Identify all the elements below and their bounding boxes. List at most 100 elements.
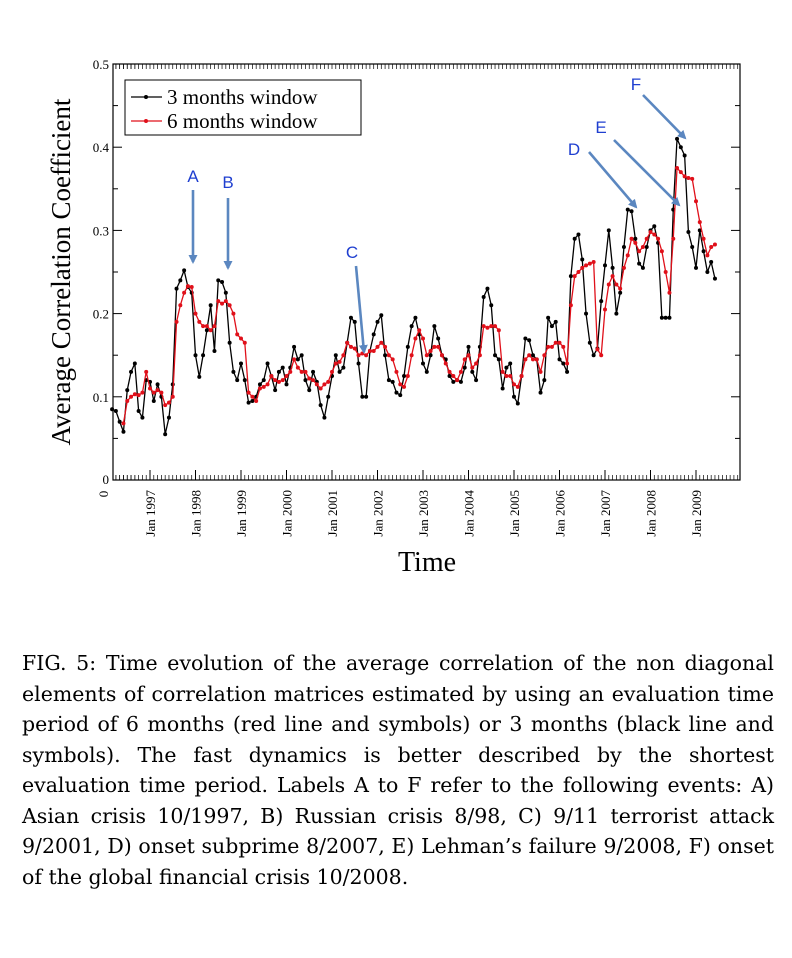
data-point	[371, 332, 376, 337]
data-point	[553, 319, 558, 324]
data-point	[652, 224, 657, 229]
data-point	[144, 369, 149, 374]
data-point	[352, 319, 357, 324]
data-point	[284, 374, 289, 378]
data-point	[500, 386, 505, 391]
figure: 0 0 0.1 0.2 0.3 0.4 0.5 Jan 1997 Jan 1998 Jan 199…	[46, 57, 741, 578]
data-point	[307, 376, 312, 381]
data-point	[527, 338, 532, 343]
data-point	[295, 365, 300, 370]
data-point	[709, 245, 714, 250]
data-point	[587, 261, 592, 266]
x-tick-label: Jan 2008	[644, 490, 659, 537]
data-point	[572, 274, 577, 279]
data-point	[625, 253, 630, 258]
data-point	[235, 378, 240, 383]
data-point	[489, 324, 494, 329]
data-point	[174, 286, 179, 291]
data-point	[178, 303, 183, 308]
data-point	[565, 361, 570, 366]
data-point	[257, 382, 262, 387]
data-point	[712, 276, 717, 281]
data-point	[333, 353, 338, 358]
data-point	[523, 357, 528, 362]
annotation-label: A	[187, 167, 199, 186]
data-point	[470, 365, 475, 370]
data-point	[458, 369, 463, 374]
annotation-a: A	[187, 167, 199, 264]
legend-label-3m: 3 months window	[167, 85, 318, 109]
data-point	[216, 278, 221, 283]
data-point	[549, 324, 554, 329]
data-point	[322, 415, 327, 420]
data-point	[246, 390, 251, 395]
data-point	[125, 398, 130, 403]
data-point	[519, 374, 524, 378]
legend-marker-6m	[144, 119, 148, 123]
data-point	[640, 265, 645, 270]
data-point	[163, 432, 168, 437]
x-tick-label: Jan 2006	[553, 490, 568, 537]
data-point	[629, 236, 634, 241]
data-point	[436, 344, 441, 349]
annotation-arrow	[642, 94, 687, 140]
data-point	[174, 319, 179, 324]
data-point	[125, 388, 130, 393]
data-point	[656, 236, 661, 241]
data-point	[318, 403, 323, 408]
data-point	[261, 384, 266, 389]
data-point	[288, 369, 293, 374]
data-point	[610, 265, 615, 270]
data-point	[580, 265, 585, 270]
data-point	[572, 236, 577, 241]
data-point	[561, 361, 566, 366]
data-point	[633, 240, 638, 245]
data-point	[326, 379, 331, 384]
data-point	[185, 284, 190, 289]
data-point	[659, 315, 664, 320]
data-point	[136, 393, 141, 398]
data-point	[227, 303, 232, 308]
data-point	[466, 344, 471, 349]
data-point	[394, 390, 399, 395]
data-point	[485, 325, 490, 330]
data-point	[424, 369, 429, 374]
data-point	[701, 249, 706, 254]
data-point	[493, 353, 498, 358]
data-point	[451, 379, 456, 384]
data-point	[151, 398, 156, 403]
data-point	[648, 230, 653, 235]
data-point	[390, 357, 395, 362]
x-tick-label: Jan 2002	[371, 490, 386, 537]
data-point	[663, 270, 668, 274]
data-point	[284, 382, 289, 387]
data-point	[330, 369, 334, 374]
data-point	[322, 382, 327, 387]
data-point	[129, 369, 134, 374]
annotation-b: B	[222, 173, 234, 270]
data-point	[121, 421, 126, 426]
data-point	[292, 344, 297, 349]
data-point	[193, 311, 198, 316]
data-point	[303, 378, 308, 383]
data-point	[530, 353, 535, 358]
data-point	[436, 336, 441, 341]
data-point	[409, 324, 414, 329]
data-point	[682, 174, 687, 179]
data-point	[341, 365, 346, 370]
data-point	[405, 344, 410, 349]
y-tick-label: 0.5	[93, 57, 109, 72]
data-point	[443, 361, 448, 366]
data-point	[534, 357, 539, 362]
data-point	[599, 353, 604, 358]
data-point	[527, 353, 532, 358]
data-point	[512, 382, 516, 387]
data-point	[489, 303, 494, 308]
data-point	[697, 228, 702, 233]
data-point	[409, 353, 414, 358]
y-tick-label: 0.1	[93, 390, 109, 405]
data-point	[402, 384, 407, 389]
data-point	[311, 369, 316, 374]
legend-label-6m: 6 months window	[167, 109, 318, 133]
data-point	[386, 378, 391, 383]
